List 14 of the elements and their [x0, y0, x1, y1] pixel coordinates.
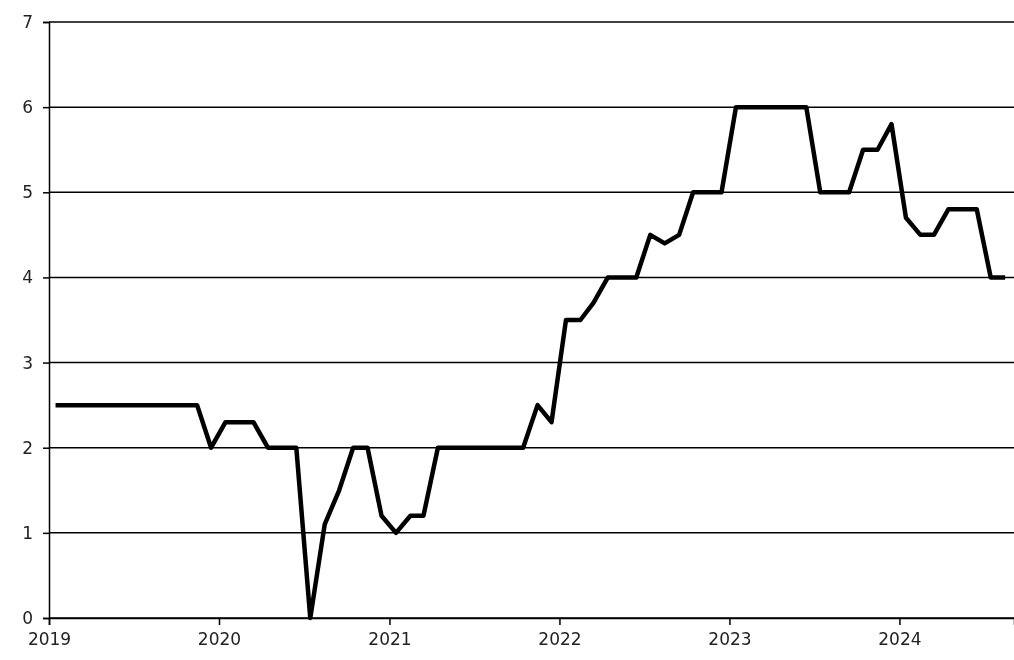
x-tick-label: 2019: [27, 629, 72, 650]
x-tick-label: 2021: [368, 629, 412, 650]
x-tick-label: 2022: [538, 629, 582, 650]
y-tick-label: 7: [22, 11, 33, 32]
x-tick-label: 2024: [878, 629, 922, 650]
x-tick-label: 2023: [708, 629, 752, 650]
x-tick-label: 2020: [197, 629, 242, 650]
y-tick-label: 1: [22, 522, 33, 543]
y-tick-label: 4: [22, 267, 33, 288]
y-tick-label: 5: [22, 182, 33, 203]
y-tick-label: 2: [22, 437, 33, 458]
y-tick-label: 0: [22, 607, 33, 628]
y-tick-label: 3: [22, 352, 33, 373]
y-tick-label: 6: [22, 97, 33, 118]
